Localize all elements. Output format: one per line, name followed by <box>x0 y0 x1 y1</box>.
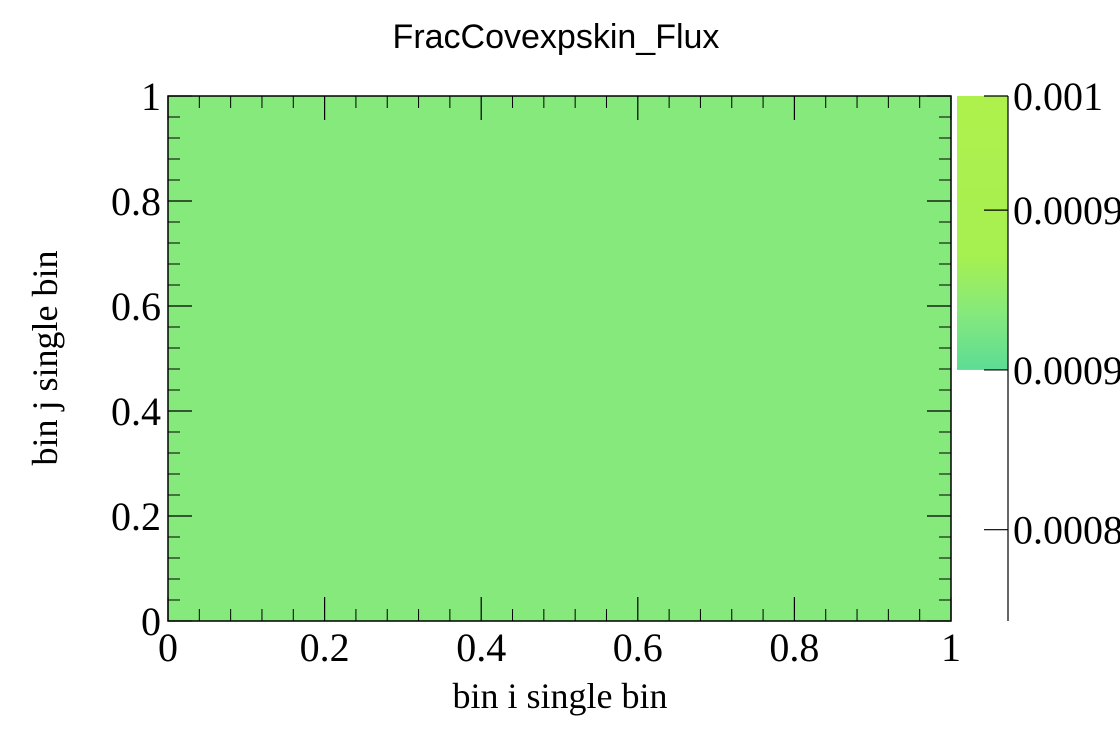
y-tick-label: 0.8 <box>111 179 161 224</box>
y-tick-label: 0.2 <box>111 494 161 539</box>
colorbar-tick-label: 0.001 <box>1013 74 1103 119</box>
y-tick-label: 0.6 <box>111 284 161 329</box>
y-axis-label: bin j single bin <box>25 251 65 466</box>
colorbar-tick-label: 0.0008 <box>1013 508 1120 553</box>
y-tick-label: 0.4 <box>111 389 161 434</box>
y-axis-ticks: 0 0.2 0.4 0.6 0.8 1 <box>111 74 951 644</box>
colorbar-tick-label: 0.0009 <box>1013 348 1120 393</box>
plot-border <box>167 95 952 622</box>
x-tick-label: 0.2 <box>300 625 350 670</box>
x-tick-label: 0.6 <box>613 625 663 670</box>
x-tick-label: 0.8 <box>769 625 819 670</box>
y-tick-label: 1 <box>141 74 161 119</box>
heatmap-cell-0 <box>168 96 951 621</box>
x-axis-ticks: 0 0.2 0.4 0.6 0.8 1 <box>158 96 961 670</box>
x-tick-label: 0.4 <box>456 625 506 670</box>
x-tick-label: 1 <box>941 625 961 670</box>
plot-frame <box>167 95 952 622</box>
y-tick-label: 0 <box>141 599 161 644</box>
x-axis-label: bin i single bin <box>453 676 668 716</box>
x-tick-label: 0 <box>158 625 178 670</box>
heatmap-cells <box>168 96 951 621</box>
chart-title: FracCovexpskin_Flux <box>393 18 720 56</box>
color-scale-bar: 0.0008 0.0009 0.0009 0.001 <box>957 74 1120 621</box>
colorbar-tick-label: 0.0009 <box>1013 188 1120 233</box>
colorbar-gradient <box>957 96 1008 370</box>
